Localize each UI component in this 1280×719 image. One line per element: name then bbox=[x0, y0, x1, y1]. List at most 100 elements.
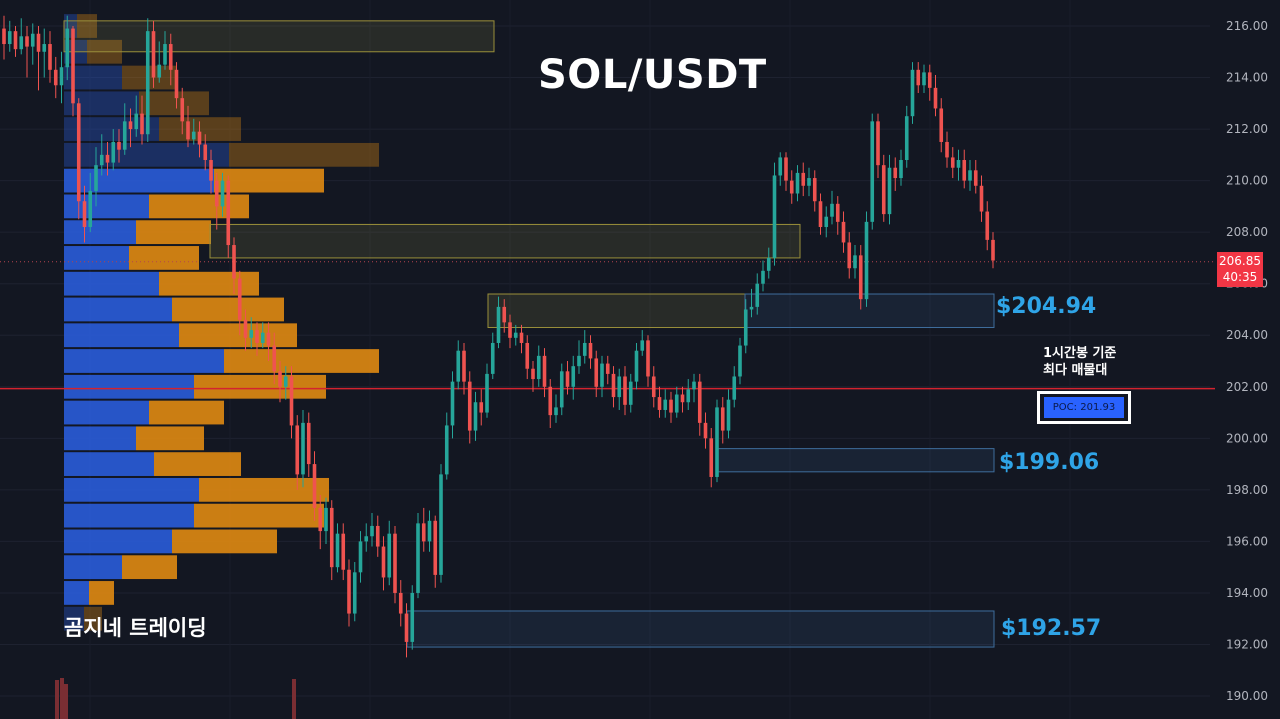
candle-body-75 bbox=[433, 520, 438, 575]
candle-body-166 bbox=[956, 160, 961, 168]
candle-body-43 bbox=[249, 330, 254, 338]
candle-body-9 bbox=[53, 69, 58, 86]
candle-body-67 bbox=[387, 533, 392, 578]
candle-body-99 bbox=[571, 366, 576, 387]
candle-body-154 bbox=[887, 167, 892, 215]
volume-profile-sell-9 bbox=[129, 246, 199, 270]
volume-bar-1 bbox=[60, 678, 64, 719]
candle-body-88 bbox=[508, 322, 512, 338]
candle-body-111 bbox=[640, 340, 645, 351]
candle-body-90 bbox=[519, 332, 524, 343]
candle-body-66 bbox=[381, 546, 386, 578]
y-tick-label-11: 194.00 bbox=[1226, 586, 1268, 600]
candle-body-85 bbox=[490, 342, 495, 374]
candle-body-60 bbox=[347, 569, 351, 614]
candle-body-70 bbox=[404, 613, 409, 642]
candle-body-104 bbox=[600, 363, 604, 387]
candle-body-143 bbox=[824, 216, 829, 228]
volume-profile-buy-9 bbox=[64, 246, 129, 270]
candle-body-95 bbox=[548, 386, 553, 416]
volume-profile-sell-14 bbox=[194, 374, 326, 399]
candle-body-91 bbox=[525, 342, 530, 369]
candle-body-120 bbox=[692, 381, 696, 390]
candle-body-151 bbox=[870, 121, 875, 222]
candle-body-142 bbox=[818, 201, 823, 228]
candle-body-105 bbox=[605, 363, 610, 374]
candle-body-19 bbox=[111, 141, 116, 163]
support-zone-4 bbox=[717, 448, 995, 473]
candle-body-54 bbox=[312, 464, 317, 508]
candle-body-169 bbox=[973, 170, 978, 186]
candle-body-65 bbox=[375, 525, 380, 547]
candle-body-79 bbox=[456, 350, 461, 382]
candle-body-40 bbox=[232, 245, 236, 279]
candle-body-22 bbox=[128, 121, 133, 130]
candle-body-87 bbox=[502, 306, 507, 323]
candle-body-148 bbox=[853, 255, 857, 269]
volume-profile-sell-15 bbox=[149, 400, 224, 425]
volume-profile-buy-23 bbox=[64, 606, 84, 631]
candle-body-102 bbox=[588, 342, 593, 359]
candle-body-42 bbox=[243, 319, 248, 338]
volume-profile-buy-21 bbox=[64, 555, 122, 580]
candle-body-141 bbox=[812, 178, 817, 202]
volume-profile-sell-16 bbox=[136, 426, 204, 451]
level-label-3: $192.57 bbox=[1001, 616, 1102, 641]
volume-profile-buy-13 bbox=[64, 349, 224, 373]
candle-body-150 bbox=[864, 221, 869, 300]
candle-body-86 bbox=[496, 306, 501, 343]
candle-body-21 bbox=[122, 121, 127, 150]
candle-body-59 bbox=[341, 533, 346, 570]
candle-body-33 bbox=[191, 131, 196, 140]
candle-body-128 bbox=[738, 345, 742, 377]
last-price-tag: 206.85 40:35 bbox=[1217, 252, 1263, 287]
candle-body-47 bbox=[272, 345, 277, 372]
candle-body-84 bbox=[485, 373, 489, 413]
candle-body-27 bbox=[157, 64, 162, 78]
resistance-zone-0 bbox=[63, 20, 495, 53]
volume-profile-buy-5 bbox=[64, 142, 229, 167]
candle-body-38 bbox=[220, 180, 225, 207]
candle-body-89 bbox=[513, 332, 518, 338]
candle-body-118 bbox=[680, 394, 685, 403]
volume-profile-sell-12 bbox=[179, 323, 297, 348]
candle-body-35 bbox=[203, 144, 208, 161]
candle-body-64 bbox=[370, 525, 374, 537]
volume-profile-buy-17 bbox=[64, 452, 154, 476]
candle-body-94 bbox=[542, 355, 547, 387]
y-tick-label-0: 216.00 bbox=[1226, 19, 1268, 33]
chart-title: SOL/USDT bbox=[538, 52, 767, 98]
candle-body-24 bbox=[140, 113, 144, 135]
y-tick-label-10: 196.00 bbox=[1226, 534, 1268, 548]
y-tick-label-7: 202.00 bbox=[1226, 380, 1268, 394]
volume-bar-0 bbox=[55, 680, 59, 719]
volume-profile-sell-19 bbox=[194, 503, 324, 528]
candle-body-122 bbox=[703, 422, 708, 439]
volume-profile-buy-14 bbox=[64, 374, 194, 399]
candle-body-113 bbox=[651, 376, 656, 398]
candle-body-116 bbox=[669, 399, 673, 413]
candle-body-16 bbox=[94, 165, 98, 191]
candle-body-44 bbox=[255, 330, 259, 343]
candle-body-55 bbox=[318, 507, 323, 532]
candle-body-12 bbox=[71, 28, 75, 104]
candle-body-145 bbox=[835, 203, 840, 222]
candle-body-138 bbox=[795, 172, 800, 194]
candle-body-152 bbox=[876, 121, 880, 166]
poc-note-line-2: 최다 매물대 bbox=[1043, 363, 1108, 378]
candle-body-45 bbox=[260, 332, 265, 343]
candle-body-10 bbox=[59, 67, 64, 86]
candle-body-92 bbox=[531, 368, 535, 380]
volume-profile-buy-3 bbox=[64, 91, 139, 116]
y-tick-label-2: 212.00 bbox=[1226, 122, 1268, 136]
volume-profile-sell-8 bbox=[136, 220, 211, 245]
candle-body-49 bbox=[283, 376, 288, 387]
candle-body-7 bbox=[42, 44, 47, 52]
candle-body-29 bbox=[168, 44, 173, 70]
volume-profile-sell-18 bbox=[199, 477, 329, 502]
candle-body-144 bbox=[830, 203, 834, 217]
volume-profile-sell-17 bbox=[154, 452, 241, 476]
candle-body-5 bbox=[30, 33, 35, 47]
